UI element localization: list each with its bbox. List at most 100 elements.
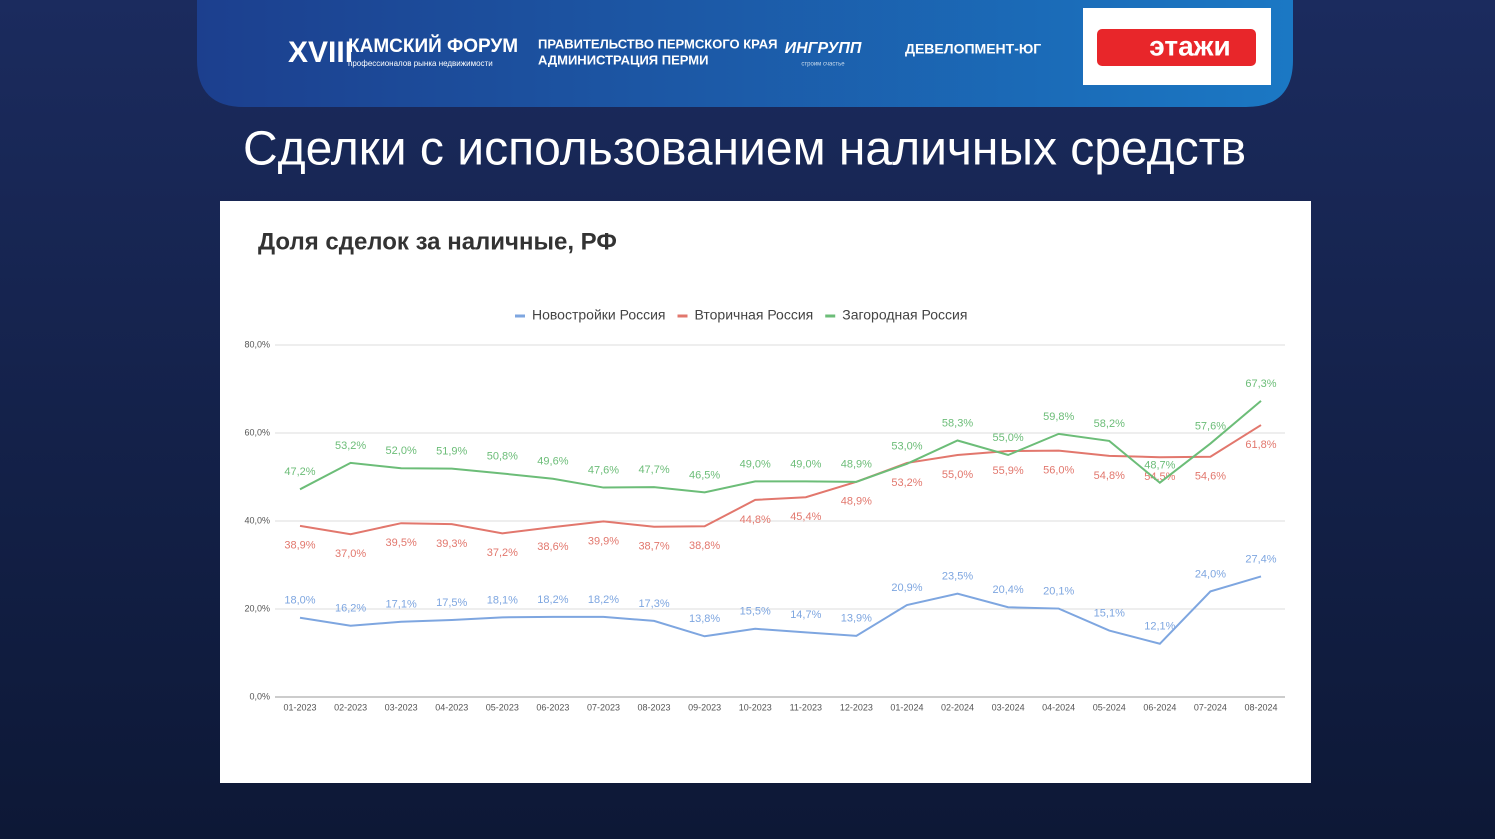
data-label: 27,4%	[1245, 553, 1276, 565]
partner-name: ДЕВЕЛОПМЕНТ-ЮГ	[905, 41, 1041, 57]
data-label: 48,9%	[841, 459, 872, 471]
data-label: 20,4%	[993, 584, 1024, 596]
chart-title: Доля сделок за наличные, РФ	[258, 228, 617, 255]
logo-badge	[1097, 29, 1256, 66]
data-label: 49,6%	[537, 456, 568, 468]
x-tick-label: 03-2023	[385, 702, 418, 712]
data-label: 44,8%	[740, 514, 771, 526]
x-tick-label: 11-2023	[790, 702, 822, 712]
data-label: 39,5%	[386, 537, 417, 549]
data-label: 59,8%	[1043, 411, 1074, 423]
data-label: 67,3%	[1245, 378, 1276, 390]
y-tick-label: 60,0%	[244, 427, 270, 437]
x-tick-label: 07-2023	[587, 702, 620, 712]
data-label: 23,5%	[942, 571, 973, 583]
data-label: 16,2%	[335, 603, 366, 615]
data-label: 56,0%	[1043, 465, 1074, 477]
series-line	[299, 424, 1262, 536]
data-label: 18,2%	[588, 594, 619, 606]
data-label: 54,5%	[1144, 471, 1175, 483]
data-label: 49,0%	[790, 458, 821, 470]
data-label: 20,1%	[1043, 585, 1074, 597]
x-tick-label: 04-2024	[1042, 702, 1075, 712]
x-tick-label: 09-2023	[688, 702, 721, 712]
partner-name: АДМИНИСТРАЦИЯ ПЕРМИ	[538, 52, 708, 67]
data-label: 58,3%	[942, 417, 973, 429]
data-label: 58,2%	[1094, 418, 1125, 430]
data-label: 55,9%	[993, 465, 1024, 477]
data-label: 14,7%	[790, 609, 821, 621]
data-label: 48,9%	[841, 496, 872, 508]
data-label: 47,6%	[588, 464, 619, 476]
data-label: 18,2%	[537, 594, 568, 606]
x-tick-label: 05-2024	[1093, 702, 1126, 712]
data-label: 53,2%	[891, 477, 922, 489]
data-label: 47,2%	[284, 466, 315, 478]
partner-name: этажи	[1149, 30, 1230, 61]
data-label: 17,5%	[436, 597, 467, 609]
y-tick-label: 40,0%	[244, 515, 270, 525]
x-tick-label: 02-2024	[941, 702, 974, 712]
y-tick-label: 80,0%	[244, 339, 270, 349]
y-tick-label: 20,0%	[244, 603, 270, 613]
data-label: 53,0%	[891, 441, 922, 453]
data-label: 20,9%	[891, 582, 922, 594]
data-label: 24,0%	[1195, 568, 1226, 580]
data-label: 52,0%	[386, 445, 417, 457]
slide-title: Сделки с использованием наличных средств	[243, 123, 1246, 176]
x-tick-label: 03-2024	[992, 702, 1025, 712]
series-line	[299, 400, 1262, 494]
data-label: 38,6%	[537, 541, 568, 553]
data-label: 57,6%	[1195, 420, 1226, 432]
data-label: 38,8%	[689, 540, 720, 552]
data-label: 13,9%	[841, 613, 872, 625]
data-label: 17,1%	[386, 599, 417, 611]
data-label: 54,6%	[1195, 471, 1226, 483]
legend-label: Новостройки Россия	[532, 307, 666, 323]
x-tick-label: 01-2024	[890, 702, 923, 712]
data-label: 18,1%	[487, 594, 518, 606]
data-label: 38,9%	[284, 540, 315, 552]
data-label: 15,1%	[1094, 607, 1125, 619]
data-label: 47,7%	[638, 464, 669, 476]
forum-name: КАМСКИЙ ФОРУМ	[348, 35, 518, 57]
partner-name: ИНГРУПП	[785, 40, 862, 57]
x-tick-label: 08-2024	[1244, 702, 1277, 712]
data-label: 55,0%	[942, 469, 973, 481]
forum-subtitle: профессионалов рынка недвижимости	[348, 59, 493, 68]
series-line	[299, 575, 1262, 645]
data-label: 37,0%	[335, 548, 366, 560]
legend-label: Вторичная Россия	[695, 307, 814, 323]
forum-number: XVIII	[288, 36, 353, 69]
x-tick-label: 01-2023	[283, 702, 316, 712]
data-label: 37,2%	[487, 547, 518, 559]
data-label: 38,7%	[638, 541, 669, 553]
data-label: 12,1%	[1144, 621, 1175, 633]
data-label: 53,2%	[335, 440, 366, 452]
header-banner	[197, 0, 1293, 107]
data-label: 61,8%	[1245, 439, 1276, 451]
data-label: 39,3%	[436, 538, 467, 550]
partner-slogan: строим счастье	[801, 62, 845, 68]
data-label: 51,9%	[436, 446, 467, 458]
x-tick-label: 04-2023	[435, 702, 468, 712]
x-tick-label: 12-2023	[840, 702, 873, 712]
data-label: 45,4%	[790, 511, 821, 523]
x-tick-label: 06-2023	[536, 702, 569, 712]
data-label: 50,8%	[487, 450, 518, 462]
x-tick-label: 08-2023	[638, 702, 671, 712]
x-tick-label: 10-2023	[739, 702, 772, 712]
data-label: 17,3%	[638, 598, 669, 610]
data-label: 13,8%	[689, 613, 720, 625]
data-label: 18,0%	[284, 595, 315, 607]
x-tick-label: 07-2024	[1194, 702, 1227, 712]
data-label: 48,7%	[1144, 460, 1175, 472]
data-label: 55,0%	[993, 432, 1024, 444]
y-tick-label: 0,0%	[249, 691, 270, 701]
chart-panel	[220, 201, 1311, 783]
data-label: 46,5%	[689, 469, 720, 481]
x-tick-label: 06-2024	[1143, 702, 1176, 712]
data-label: 39,9%	[588, 535, 619, 547]
